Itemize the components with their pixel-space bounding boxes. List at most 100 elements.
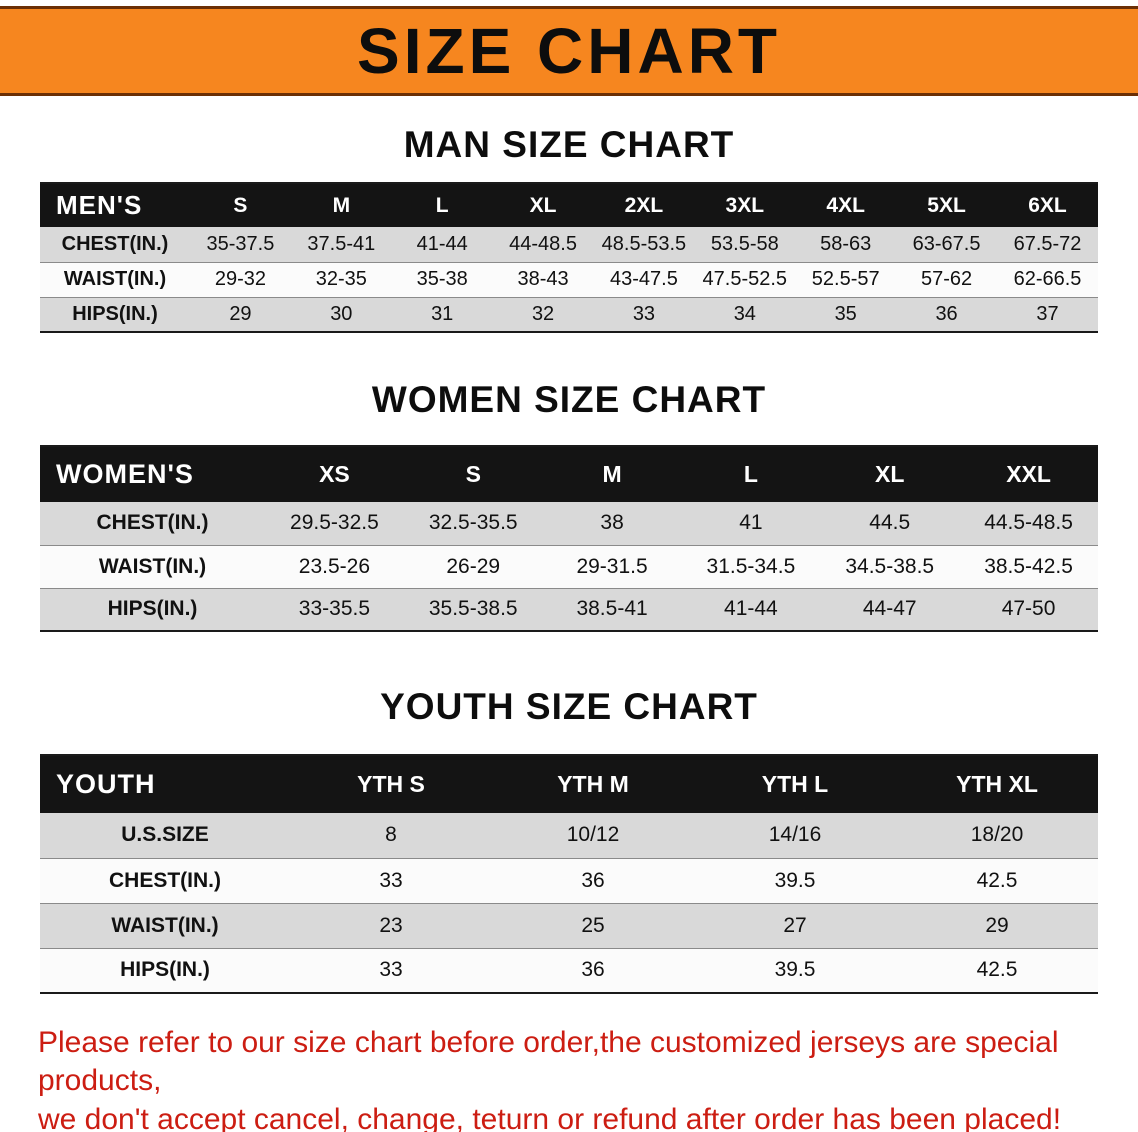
table-cell: 43-47.5 bbox=[593, 262, 695, 297]
table-cell: 38.5-41 bbox=[542, 588, 682, 631]
table-cell: 38.5-42.5 bbox=[959, 545, 1098, 588]
table-cell: 37.5-41 bbox=[290, 227, 392, 262]
women-size-table: WOMEN'S XS S M L XL XXL CHEST(IN.) 29.5-32.5 32.5… bbox=[40, 445, 1098, 632]
table-cell: 42.5 bbox=[896, 948, 1098, 993]
disclaimer: Please refer to our size chart before or… bbox=[38, 1024, 1098, 1132]
table-cell: 31 bbox=[391, 297, 493, 332]
row-label: CHEST(IN.) bbox=[40, 227, 190, 262]
column-header: XL bbox=[820, 446, 960, 502]
women-section-heading: WOMEN SIZE CHART bbox=[371, 379, 767, 420]
column-header: M bbox=[290, 183, 392, 227]
men-section-heading: MAN SIZE CHART bbox=[403, 124, 735, 165]
table-cell: 44-48.5 bbox=[492, 227, 594, 262]
column-header: YTH S bbox=[290, 755, 492, 813]
column-header: 5XL bbox=[896, 183, 997, 227]
table-cell: 32 bbox=[492, 297, 594, 332]
table-cell: 33 bbox=[290, 858, 492, 903]
section-youth: YOUTH SIZE CHART YOUTH YTH S YTH M YTH L YTH… bbox=[0, 686, 1138, 994]
table-title-cell: WOMEN'S bbox=[40, 446, 265, 502]
table-title-cell: YOUTH bbox=[40, 755, 290, 813]
table-cell: 39.5 bbox=[694, 858, 896, 903]
table-cell: 32.5-35.5 bbox=[403, 502, 543, 545]
column-header: YTH L bbox=[694, 755, 896, 813]
column-header: M bbox=[542, 446, 682, 502]
column-header: YTH XL bbox=[896, 755, 1098, 813]
table-row: HIPS(IN.) 33 36 39.5 42.5 bbox=[40, 948, 1098, 993]
column-header: L bbox=[391, 183, 493, 227]
table-row: CHEST(IN.) 33 36 39.5 42.5 bbox=[40, 858, 1098, 903]
table-cell: 41-44 bbox=[681, 588, 821, 631]
row-label: WAIST(IN.) bbox=[40, 545, 265, 588]
size-chart-banner: SIZE CHART bbox=[0, 6, 1138, 96]
table-cell: 33 bbox=[290, 948, 492, 993]
table-cell: 62-66.5 bbox=[997, 262, 1098, 297]
table-cell: 52.5-57 bbox=[795, 262, 897, 297]
table-cell: 47-50 bbox=[959, 588, 1098, 631]
table-cell: 31.5-34.5 bbox=[681, 545, 821, 588]
table-row: HIPS(IN.) 29 30 31 32 33 34 35 36 37 bbox=[40, 297, 1098, 332]
table-cell: 29-32 bbox=[190, 262, 291, 297]
column-header: L bbox=[681, 446, 821, 502]
table-cell: 38 bbox=[542, 502, 682, 545]
table-cell: 38-43 bbox=[492, 262, 594, 297]
table-cell: 35.5-38.5 bbox=[403, 588, 543, 631]
table-cell: 26-29 bbox=[403, 545, 543, 588]
row-label: CHEST(IN.) bbox=[40, 502, 265, 545]
table-header-row: MEN'S S M L XL 2XL 3XL 4XL 5XL 6XL bbox=[40, 183, 1098, 227]
table-header-row: YOUTH YTH S YTH M YTH L YTH XL bbox=[40, 755, 1098, 813]
table-row: HIPS(IN.) 33-35.5 35.5-38.5 38.5-41 41-44 44-… bbox=[40, 588, 1098, 631]
table-cell: 30 bbox=[290, 297, 392, 332]
table-row: CHEST(IN.) 29.5-32.5 32.5-35.5 38 41 44.5 44.5… bbox=[40, 502, 1098, 545]
table-cell: 57-62 bbox=[896, 262, 997, 297]
table-cell: 39.5 bbox=[694, 948, 896, 993]
table-cell: 8 bbox=[290, 813, 492, 858]
section-women: WOMEN SIZE CHART WOMEN'S XS S M L XL XXL CHEST(… bbox=[0, 379, 1138, 632]
table-cell: 44-47 bbox=[820, 588, 960, 631]
table-cell: 14/16 bbox=[694, 813, 896, 858]
table-cell: 41 bbox=[681, 502, 821, 545]
table-cell: 23.5-26 bbox=[265, 545, 404, 588]
column-header: XL bbox=[492, 183, 594, 227]
youth-size-table: YOUTH YTH S YTH M YTH L YTH XL U.S.SIZE 8 10/12… bbox=[40, 754, 1098, 994]
men-size-table: MEN'S S M L XL 2XL 3XL 4XL 5XL 6XL CHEST(IN.) 35-37… bbox=[40, 182, 1098, 333]
row-label: WAIST(IN.) bbox=[40, 262, 190, 297]
column-header: YTH M bbox=[492, 755, 694, 813]
row-label: U.S.SIZE bbox=[40, 813, 290, 858]
table-cell: 34 bbox=[694, 297, 796, 332]
column-header: 3XL bbox=[694, 183, 796, 227]
table-cell: 44.5-48.5 bbox=[959, 502, 1098, 545]
column-header: 4XL bbox=[795, 183, 897, 227]
row-label: HIPS(IN.) bbox=[40, 588, 265, 631]
table-cell: 44.5 bbox=[820, 502, 960, 545]
table-cell: 10/12 bbox=[492, 813, 694, 858]
column-header: XXL bbox=[959, 446, 1098, 502]
table-cell: 34.5-38.5 bbox=[820, 545, 960, 588]
table-cell: 58-63 bbox=[795, 227, 897, 262]
page-title: SIZE CHART bbox=[357, 15, 781, 87]
row-label: WAIST(IN.) bbox=[40, 903, 290, 948]
column-header: 6XL bbox=[997, 183, 1098, 227]
table-cell: 33 bbox=[593, 297, 695, 332]
table-cell: 36 bbox=[492, 948, 694, 993]
row-label: HIPS(IN.) bbox=[40, 948, 290, 993]
table-cell: 36 bbox=[896, 297, 997, 332]
youth-section-heading: YOUTH SIZE CHART bbox=[380, 686, 758, 727]
disclaimer-line-2: we don't accept cancel, change, teturn o… bbox=[38, 1102, 1062, 1132]
table-cell: 35 bbox=[795, 297, 897, 332]
column-header: 2XL bbox=[593, 183, 695, 227]
table-header-row: WOMEN'S XS S M L XL XXL bbox=[40, 446, 1098, 502]
table-cell: 33-35.5 bbox=[265, 588, 404, 631]
table-cell: 35-38 bbox=[391, 262, 493, 297]
table-cell: 29-31.5 bbox=[542, 545, 682, 588]
table-cell: 36 bbox=[492, 858, 694, 903]
column-header: S bbox=[403, 446, 543, 502]
table-row: U.S.SIZE 8 10/12 14/16 18/20 bbox=[40, 813, 1098, 858]
row-label: CHEST(IN.) bbox=[40, 858, 290, 903]
table-cell: 47.5-52.5 bbox=[694, 262, 796, 297]
table-cell: 63-67.5 bbox=[896, 227, 997, 262]
table-cell: 53.5-58 bbox=[694, 227, 796, 262]
table-cell: 25 bbox=[492, 903, 694, 948]
table-cell: 29 bbox=[896, 903, 1098, 948]
column-header: XS bbox=[265, 446, 404, 502]
table-cell: 29.5-32.5 bbox=[265, 502, 404, 545]
